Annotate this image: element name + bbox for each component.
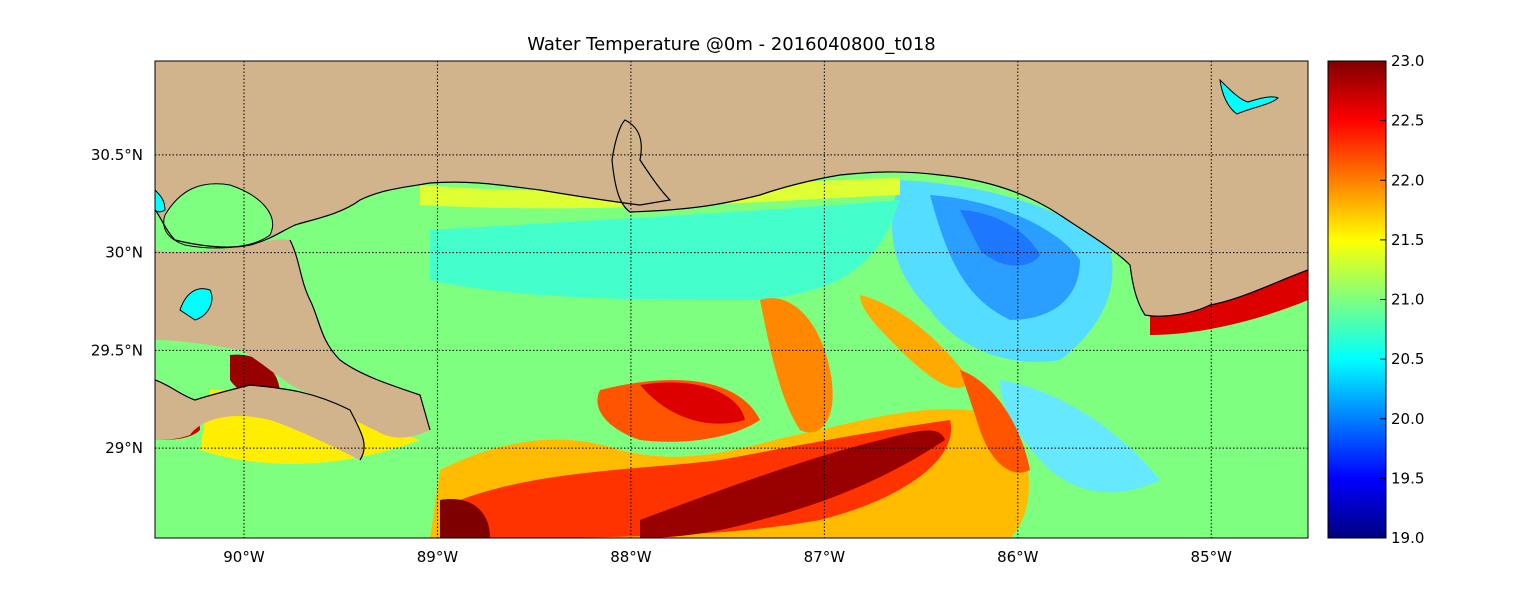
latitude-tick-label: 29°N: [105, 439, 143, 457]
colorbar-tick-label: 21.5: [1391, 231, 1424, 249]
colorbar-tick-label: 19.0: [1391, 529, 1424, 547]
latitude-tick-label: 30°N: [105, 244, 143, 262]
latitude-tick-label: 29.5°N: [91, 341, 143, 359]
longitude-axis: 90°W 89°W 88°W 87°W 86°W 85°W: [223, 548, 1232, 566]
coastline: [155, 119, 1308, 461]
longitude-tick-label: 89°W: [417, 548, 459, 566]
latitude-tick-label: 30.5°N: [91, 146, 143, 164]
colorbar-tick-label: 19.5: [1391, 469, 1424, 487]
colorbar-tick-label: 22.0: [1391, 171, 1424, 189]
colorbar-tick-label: 23.0: [1391, 52, 1424, 70]
latitude-axis: 30.5°N 30°N 29.5°N 29°N: [91, 146, 143, 457]
colorbar-tick-label: 20.0: [1391, 410, 1424, 428]
colorbar-gradient: [1327, 60, 1387, 539]
colorbar-tick-label: 22.5: [1391, 112, 1424, 130]
colorbar-tick-label: 21.0: [1391, 291, 1424, 309]
colorbar: 23.0 22.5 22.0 21.5 21.0 20.5 20.0 19.5 19.0: [1327, 52, 1424, 547]
land-area: [155, 61, 1308, 460]
map-panel: 90°W 89°W 88°W 87°W 86°W 85°W 30.5°N 30°N 29.5°…: [91, 60, 1309, 566]
map-title: Water Temperature @0m - 2016040800_t018: [527, 34, 936, 55]
longitude-tick-label: 87°W: [804, 548, 846, 566]
longitude-tick-label: 85°W: [1191, 548, 1233, 566]
colorbar-tick-label: 20.5: [1391, 350, 1424, 368]
longitude-tick-label: 90°W: [223, 548, 265, 566]
colorbar-ticks: 23.0 22.5 22.0 21.5 21.0 20.5 20.0 19.5 19.0: [1380, 52, 1424, 547]
graticule-gridlines: [155, 61, 1308, 538]
longitude-tick-label: 88°W: [610, 548, 652, 566]
map-frame: [154, 60, 1309, 539]
longitude-tick-label: 86°W: [997, 548, 1039, 566]
